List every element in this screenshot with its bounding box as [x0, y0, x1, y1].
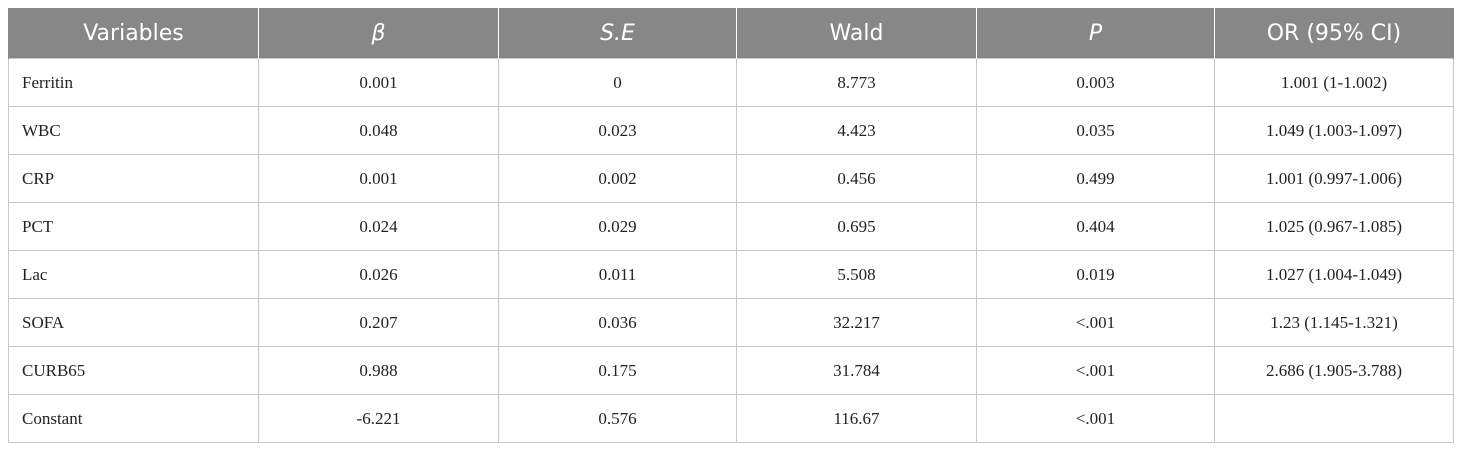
header-beta: β	[258, 8, 499, 59]
cell-or-ci: 1.23 (1.145-1.321)	[1214, 298, 1454, 347]
cell-beta: 0.048	[258, 106, 499, 155]
cell-or-ci: 2.686 (1.905-3.788)	[1214, 346, 1454, 395]
cell-variable: CURB65	[8, 346, 259, 395]
cell-se: 0.029	[498, 202, 737, 251]
cell-se: 0.002	[498, 154, 737, 203]
cell-p: 0.003	[976, 58, 1215, 107]
cell-or-ci	[1214, 394, 1454, 443]
results-table: Variables β S.E Wald P OR (95% CI) Ferri…	[8, 8, 1454, 443]
cell-wald: 0.695	[736, 202, 977, 251]
cell-wald: 31.784	[736, 346, 977, 395]
cell-or-ci: 1.025 (0.967-1.085)	[1214, 202, 1454, 251]
cell-variable: Ferritin	[8, 58, 259, 107]
table-row: PCT 0.024 0.029 0.695 0.404 1.025 (0.967-1.08…	[8, 202, 1454, 251]
cell-se: 0.011	[498, 250, 737, 299]
cell-se: 0.576	[498, 394, 737, 443]
header-row: Variables β S.E Wald P OR (95% CI)	[8, 8, 1454, 59]
cell-beta: 0.001	[258, 58, 499, 107]
cell-or-ci: 1.001 (1-1.002)	[1214, 58, 1454, 107]
cell-p: 0.404	[976, 202, 1215, 251]
cell-se: 0.175	[498, 346, 737, 395]
cell-wald: 4.423	[736, 106, 977, 155]
header-wald: Wald	[736, 8, 977, 59]
cell-wald: 0.456	[736, 154, 977, 203]
cell-p: 0.019	[976, 250, 1215, 299]
table-row: Ferritin 0.001 0 8.773 0.003 1.001 (1-1.002)	[8, 58, 1454, 107]
cell-p: <.001	[976, 298, 1215, 347]
table-body: Ferritin 0.001 0 8.773 0.003 1.001 (1-1.002) W…	[8, 58, 1454, 443]
cell-beta: 0.207	[258, 298, 499, 347]
table-row: Constant -6.221 0.576 116.67 <.001	[8, 394, 1454, 443]
header-or-ci: OR (95% CI)	[1214, 8, 1454, 59]
cell-p: <.001	[976, 346, 1215, 395]
cell-wald: 116.67	[736, 394, 977, 443]
cell-or-ci: 1.027 (1.004-1.049)	[1214, 250, 1454, 299]
cell-variable: CRP	[8, 154, 259, 203]
header-se: S.E	[498, 8, 737, 59]
cell-se: 0.036	[498, 298, 737, 347]
cell-variable: PCT	[8, 202, 259, 251]
cell-p: <.001	[976, 394, 1215, 443]
header-variables: Variables	[8, 8, 259, 59]
cell-variable: SOFA	[8, 298, 259, 347]
cell-beta: 0.001	[258, 154, 499, 203]
cell-se: 0	[498, 58, 737, 107]
results-table-container: Variables β S.E Wald P OR (95% CI) Ferri…	[8, 8, 1454, 443]
cell-se: 0.023	[498, 106, 737, 155]
table-row: WBC 0.048 0.023 4.423 0.035 1.049 (1.003-1.09…	[8, 106, 1454, 155]
cell-p: 0.499	[976, 154, 1215, 203]
cell-or-ci: 1.049 (1.003-1.097)	[1214, 106, 1454, 155]
cell-wald: 32.217	[736, 298, 977, 347]
table-row: Lac 0.026 0.011 5.508 0.019 1.027 (1.004-1.04…	[8, 250, 1454, 299]
cell-p: 0.035	[976, 106, 1215, 155]
cell-wald: 8.773	[736, 58, 977, 107]
cell-variable: Constant	[8, 394, 259, 443]
table-row: SOFA 0.207 0.036 32.217 <.001 1.23 (1.145-1.3…	[8, 298, 1454, 347]
table-row: CRP 0.001 0.002 0.456 0.499 1.001 (0.997-1.00…	[8, 154, 1454, 203]
cell-beta: 0.026	[258, 250, 499, 299]
header-p: P	[976, 8, 1215, 59]
cell-wald: 5.508	[736, 250, 977, 299]
table-header: Variables β S.E Wald P OR (95% CI)	[8, 8, 1454, 59]
cell-beta: 0.988	[258, 346, 499, 395]
table-row: CURB65 0.988 0.175 31.784 <.001 2.686 (1.905-…	[8, 346, 1454, 395]
cell-variable: WBC	[8, 106, 259, 155]
cell-variable: Lac	[8, 250, 259, 299]
cell-beta: 0.024	[258, 202, 499, 251]
cell-beta: -6.221	[258, 394, 499, 443]
cell-or-ci: 1.001 (0.997-1.006)	[1214, 154, 1454, 203]
